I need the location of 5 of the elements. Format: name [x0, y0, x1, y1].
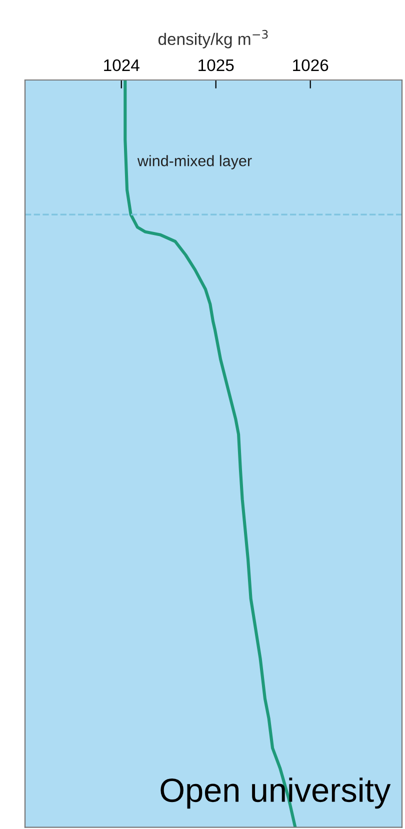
x-tick-label: 1024	[104, 59, 140, 72]
x-tick-label: 1026	[293, 59, 328, 72]
x-tick-label: 1025	[198, 59, 234, 72]
annotation: wind-mixed layer	[137, 155, 252, 170]
x-axis-title: density/kg m$^{−3}$	[158, 30, 268, 48]
